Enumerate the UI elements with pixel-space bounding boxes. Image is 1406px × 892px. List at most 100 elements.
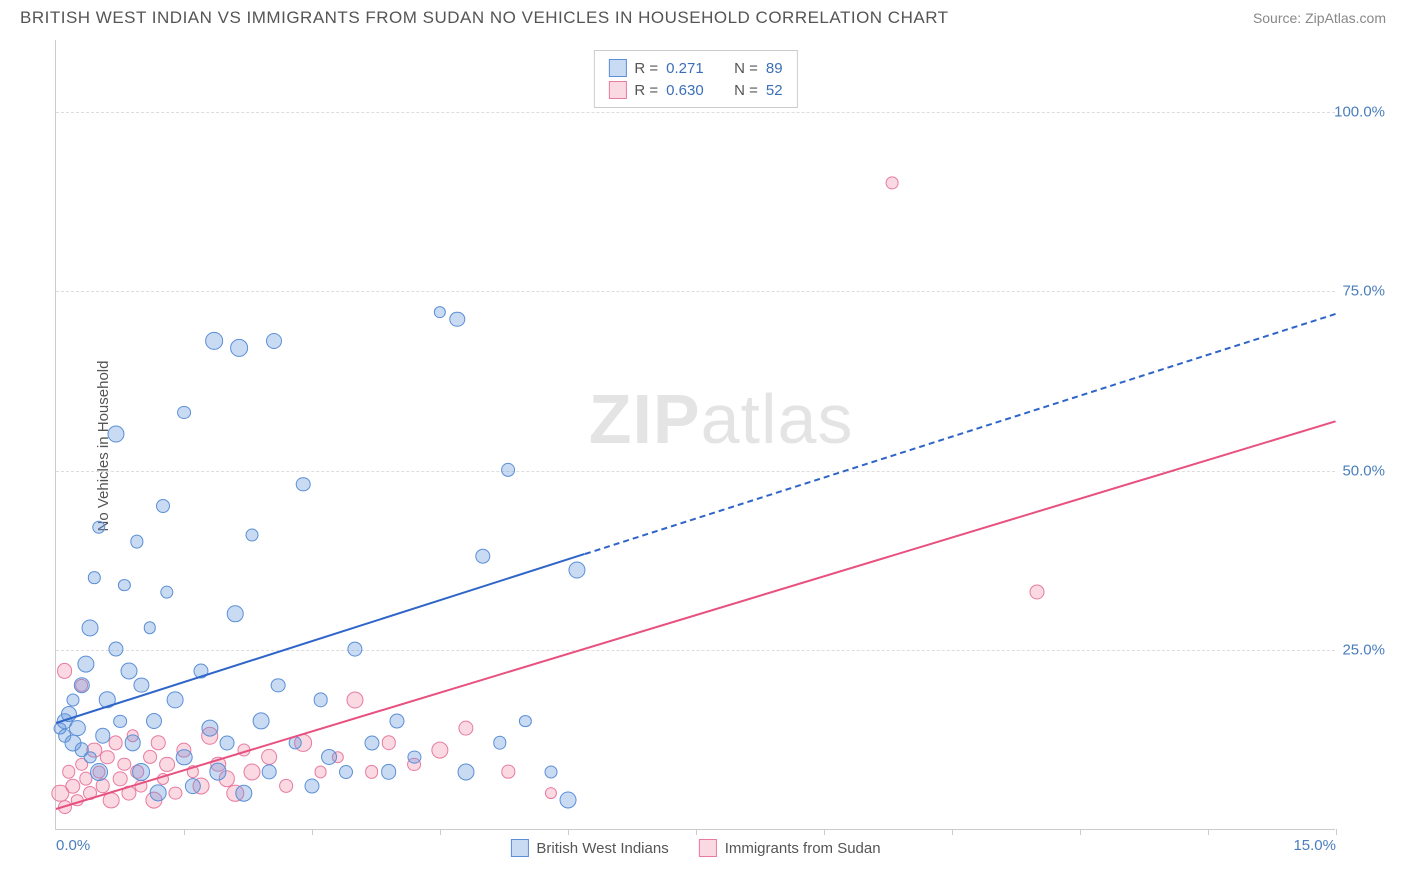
x-tick	[1336, 829, 1337, 835]
legend-series: British West Indians Immigrants from Sud…	[510, 839, 880, 857]
grid-line	[56, 112, 1335, 113]
data-point-blue	[434, 306, 446, 318]
data-point-blue	[84, 751, 97, 764]
data-point-pink	[159, 756, 175, 772]
x-tick	[312, 829, 313, 835]
data-point-blue	[146, 713, 162, 729]
data-point-pink	[113, 771, 128, 786]
data-point-pink	[365, 765, 379, 779]
data-point-pink	[431, 741, 448, 758]
legend-item-pink: Immigrants from Sudan	[699, 839, 881, 857]
data-point-blue	[347, 642, 362, 657]
data-point-blue	[313, 692, 328, 707]
data-point-pink	[261, 749, 277, 765]
data-point-pink	[65, 778, 80, 793]
x-tick	[440, 829, 441, 835]
data-point-blue	[296, 477, 311, 492]
data-point-blue	[130, 535, 143, 548]
grid-line	[56, 471, 1335, 472]
data-point-blue	[124, 735, 141, 752]
x-tick	[568, 829, 569, 835]
data-point-blue	[493, 736, 506, 749]
data-point-pink	[62, 765, 76, 779]
legend-row-blue: R = 0.271 N = 89	[608, 57, 782, 79]
watermark: ZIPatlas	[589, 379, 854, 459]
data-point-pink	[886, 176, 899, 189]
data-point-blue	[118, 579, 130, 591]
data-point-pink	[458, 721, 473, 736]
data-point-blue	[69, 720, 85, 736]
data-point-blue	[92, 521, 105, 534]
data-point-blue	[160, 585, 173, 598]
data-point-blue	[381, 764, 397, 780]
data-point-blue	[205, 332, 223, 350]
x-tick	[952, 829, 953, 835]
data-point-blue	[231, 339, 249, 357]
data-point-blue	[252, 713, 269, 730]
data-point-blue	[568, 562, 585, 579]
data-point-blue	[544, 765, 557, 778]
data-point-blue	[266, 333, 282, 349]
data-point-pink	[545, 787, 557, 799]
data-point-blue	[73, 677, 89, 693]
chart-source: Source: ZipAtlas.com	[1253, 10, 1386, 26]
plot-area: ZIPatlas R = 0.271 N = 89 R = 0.630 N = …	[55, 40, 1335, 830]
data-point-blue	[150, 785, 167, 802]
y-tick-label: 100.0%	[1334, 103, 1385, 120]
data-point-pink	[57, 663, 73, 679]
data-point-blue	[108, 642, 123, 657]
x-tick	[1080, 829, 1081, 835]
data-point-blue	[82, 619, 99, 636]
data-point-blue	[176, 749, 193, 766]
data-point-pink	[502, 765, 515, 778]
data-point-pink	[280, 779, 294, 793]
data-point-blue	[304, 778, 319, 793]
data-point-pink	[382, 736, 396, 750]
y-tick-label: 25.0%	[1342, 642, 1385, 659]
data-point-blue	[449, 311, 464, 326]
data-point-pink	[346, 691, 363, 708]
legend-correlation-box: R = 0.271 N = 89 R = 0.630 N = 52	[593, 50, 797, 108]
data-point-blue	[134, 678, 149, 693]
legend-swatch-blue-icon	[510, 839, 528, 857]
data-point-blue	[235, 784, 252, 801]
data-point-blue	[67, 693, 80, 706]
legend-swatch-pink	[608, 81, 626, 99]
y-tick-label: 50.0%	[1342, 462, 1385, 479]
chart-title: BRITISH WEST INDIAN VS IMMIGRANTS FROM S…	[20, 8, 949, 28]
legend-row-pink: R = 0.630 N = 52	[608, 79, 782, 101]
data-point-blue	[560, 792, 577, 809]
data-point-pink	[314, 765, 327, 778]
trend-line	[56, 421, 1337, 811]
x-tick	[1208, 829, 1209, 835]
data-point-blue	[321, 749, 337, 765]
data-point-blue	[519, 715, 531, 727]
data-point-blue	[364, 735, 379, 750]
data-point-blue	[156, 499, 170, 513]
chart-header: BRITISH WEST INDIAN VS IMMIGRANTS FROM S…	[0, 0, 1406, 32]
data-point-pink	[244, 763, 261, 780]
legend-swatch-blue	[608, 59, 626, 77]
data-point-pink	[143, 750, 157, 764]
data-point-blue	[132, 763, 150, 781]
y-tick-label: 75.0%	[1342, 283, 1385, 300]
data-point-blue	[77, 655, 94, 672]
data-point-pink	[118, 758, 131, 771]
x-tick	[696, 829, 697, 835]
data-point-blue	[339, 765, 353, 779]
data-point-blue	[107, 425, 124, 442]
data-point-blue	[475, 548, 490, 563]
data-point-pink	[100, 750, 114, 764]
data-point-pink	[1030, 585, 1045, 600]
data-point-blue	[457, 763, 474, 780]
data-point-blue	[167, 691, 184, 708]
data-point-blue	[390, 714, 405, 729]
data-point-pink	[108, 735, 123, 750]
trend-line	[585, 313, 1337, 555]
data-point-blue	[144, 622, 156, 634]
data-point-blue	[219, 735, 234, 750]
legend-swatch-pink-icon	[699, 839, 717, 857]
data-point-blue	[246, 528, 259, 541]
data-point-blue	[113, 714, 127, 728]
data-point-blue	[501, 463, 515, 477]
